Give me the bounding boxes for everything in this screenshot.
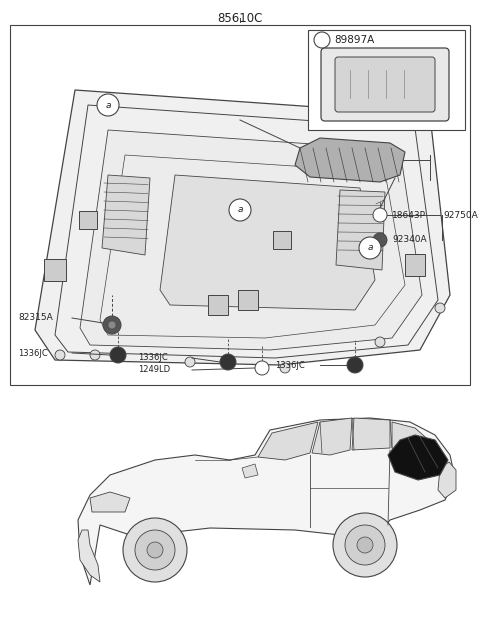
Text: 89897A: 89897A [334, 35, 374, 45]
Bar [10, 25, 470, 385]
Circle shape [314, 32, 330, 48]
Circle shape [280, 363, 290, 373]
Circle shape [55, 350, 65, 360]
Circle shape [220, 354, 236, 370]
Circle shape [333, 513, 397, 577]
Polygon shape [388, 435, 448, 480]
Circle shape [108, 321, 116, 329]
Polygon shape [160, 175, 375, 310]
Polygon shape [352, 418, 390, 450]
Bar [273, 231, 291, 249]
Bar [308, 30, 465, 130]
Text: 92750A: 92750A [443, 210, 478, 220]
Polygon shape [392, 422, 432, 458]
Polygon shape [258, 422, 318, 460]
Polygon shape [295, 138, 405, 182]
Circle shape [90, 350, 100, 360]
Text: 1336JC: 1336JC [275, 361, 305, 370]
Text: a: a [319, 36, 324, 44]
Polygon shape [80, 130, 422, 350]
Circle shape [357, 537, 373, 553]
Circle shape [435, 303, 445, 313]
Text: a: a [105, 100, 111, 109]
Polygon shape [242, 464, 258, 478]
Circle shape [97, 94, 119, 116]
Circle shape [110, 347, 126, 363]
Circle shape [229, 199, 251, 221]
Polygon shape [336, 190, 385, 270]
Circle shape [103, 316, 121, 334]
Text: 85610C: 85610C [217, 12, 263, 25]
Circle shape [359, 237, 381, 259]
Text: 92340A: 92340A [392, 236, 427, 244]
Polygon shape [102, 175, 150, 255]
Polygon shape [78, 530, 100, 582]
Polygon shape [438, 462, 456, 498]
Circle shape [147, 542, 163, 558]
Bar [44, 259, 66, 281]
FancyBboxPatch shape [321, 48, 449, 121]
Text: 18643P: 18643P [392, 210, 426, 220]
Circle shape [373, 208, 387, 222]
Text: a: a [237, 206, 243, 215]
Polygon shape [312, 418, 352, 455]
Polygon shape [90, 492, 130, 512]
Bar [238, 290, 258, 310]
Circle shape [373, 233, 387, 247]
Text: 1336JC: 1336JC [138, 354, 168, 363]
Text: 82315A: 82315A [18, 314, 53, 323]
Circle shape [375, 337, 385, 347]
Circle shape [345, 525, 385, 565]
Bar [79, 211, 97, 229]
Circle shape [185, 357, 195, 367]
Polygon shape [35, 90, 450, 365]
Circle shape [255, 361, 269, 375]
Circle shape [123, 518, 187, 582]
Bar [405, 254, 425, 276]
FancyBboxPatch shape [335, 57, 435, 112]
Text: a: a [367, 243, 373, 253]
Circle shape [135, 530, 175, 570]
Text: 1336JC: 1336JC [18, 349, 48, 358]
Bar [208, 295, 228, 315]
Text: 1249LD: 1249LD [138, 366, 170, 375]
Circle shape [347, 357, 363, 373]
Polygon shape [78, 418, 455, 585]
